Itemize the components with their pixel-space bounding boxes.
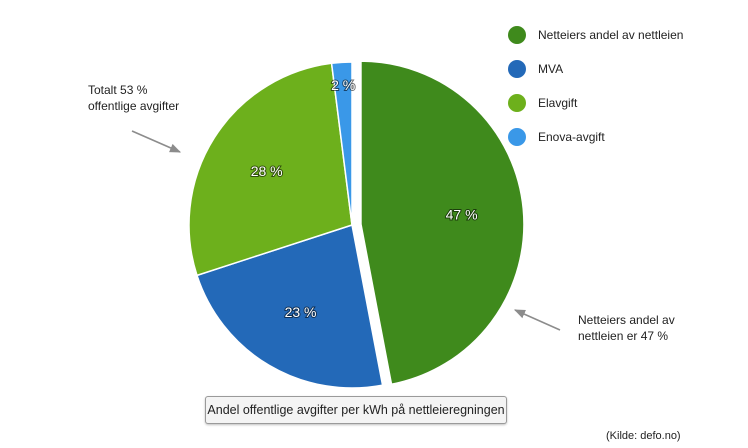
- legend-label: MVA: [538, 62, 564, 76]
- annotation-grid-owner-share: Netteiers andel av nettleien er 47 %: [578, 312, 698, 344]
- annotation-arrow-right: [513, 309, 561, 331]
- legend-label: Enova-avgift: [538, 130, 605, 144]
- legend-swatch: [508, 26, 526, 44]
- annotation-line: Totalt 53 %: [88, 83, 148, 97]
- legend-item-elavgift: Elavgift: [508, 86, 683, 120]
- chart-caption: Andel offentlige avgifter per kWh på net…: [205, 396, 507, 424]
- annotation-line: Netteiers andel av: [578, 313, 675, 327]
- legend-label: Elavgift: [538, 96, 578, 110]
- source-note: (Kilde: defo.no): [606, 430, 681, 442]
- legend-item-netteier: Netteiers andel av nettleien: [508, 18, 683, 52]
- pie-slice-0: [360, 60, 525, 386]
- legend-swatch: [508, 94, 526, 112]
- pie-slices: [188, 60, 525, 389]
- annotation-arrow-left: [131, 130, 182, 153]
- legend-item-mva: MVA: [508, 52, 683, 86]
- pie-slice-labels: 47 % 23 % 28 % 2 %: [250, 76, 479, 321]
- pie-slice-1: [196, 224, 384, 389]
- legend-item-enova: Enova-avgift: [508, 120, 683, 154]
- legend-swatch: [508, 128, 526, 146]
- pie-slice-2: [188, 62, 353, 277]
- legend-label: Netteiers andel av nettleien: [538, 28, 684, 42]
- annotation-public-fees: Totalt 53 % offentlige avgifter: [88, 82, 198, 114]
- slice-value-label: 28 %: [251, 163, 283, 179]
- annotation-line: offentlige avgifter: [88, 99, 180, 113]
- slice-value-label: 2 %: [331, 77, 355, 93]
- pie-slice-3: [330, 61, 353, 226]
- annotation-line: nettleien er 47 %: [578, 329, 669, 343]
- chart-legend: Netteiers andel av nettleien MVA Elavgif…: [508, 18, 683, 154]
- slice-value-label: 23 %: [285, 304, 317, 320]
- legend-swatch: [508, 60, 526, 78]
- slice-value-label: 47 %: [446, 207, 478, 223]
